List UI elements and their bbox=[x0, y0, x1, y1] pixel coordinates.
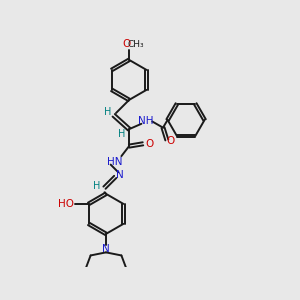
Text: NH: NH bbox=[138, 116, 154, 127]
Text: O: O bbox=[123, 40, 131, 50]
Text: N: N bbox=[116, 170, 124, 180]
Text: H: H bbox=[93, 181, 100, 191]
Text: HN: HN bbox=[107, 157, 123, 166]
Text: O: O bbox=[167, 136, 175, 146]
Text: N: N bbox=[102, 244, 110, 254]
Text: H: H bbox=[118, 129, 126, 139]
Text: O: O bbox=[145, 139, 153, 149]
Text: H: H bbox=[104, 107, 111, 117]
Text: HO: HO bbox=[58, 199, 74, 209]
Text: CH₃: CH₃ bbox=[128, 40, 144, 49]
